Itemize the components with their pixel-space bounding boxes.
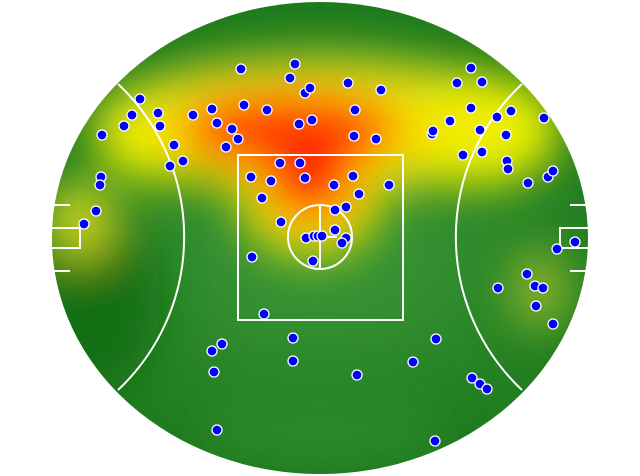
point	[152, 107, 164, 119]
point	[457, 149, 469, 161]
point	[476, 76, 488, 88]
point	[238, 99, 250, 111]
point	[537, 282, 549, 294]
point	[349, 104, 361, 116]
point	[154, 120, 166, 132]
point	[429, 435, 441, 447]
point	[348, 130, 360, 142]
point	[427, 125, 439, 137]
point	[96, 129, 108, 141]
point	[306, 114, 318, 126]
point	[256, 192, 268, 204]
point	[258, 308, 270, 320]
point	[177, 155, 189, 167]
point	[329, 224, 341, 236]
points	[78, 58, 581, 447]
point	[126, 109, 138, 121]
point	[466, 372, 478, 384]
point	[383, 179, 395, 191]
point	[476, 146, 488, 158]
point	[569, 236, 581, 248]
point	[522, 177, 534, 189]
point	[551, 243, 563, 255]
point	[481, 383, 493, 395]
point	[502, 163, 514, 175]
point	[375, 84, 387, 96]
point	[206, 103, 218, 115]
point	[206, 345, 218, 357]
point	[547, 165, 559, 177]
point	[304, 82, 316, 94]
point	[474, 124, 486, 136]
point	[521, 268, 533, 280]
point	[287, 355, 299, 367]
point	[538, 112, 550, 124]
point	[328, 179, 340, 191]
point	[134, 93, 146, 105]
point	[289, 58, 301, 70]
point	[216, 338, 228, 350]
point	[245, 171, 257, 183]
point	[211, 424, 223, 436]
point	[316, 230, 328, 242]
point	[451, 77, 463, 89]
point	[90, 205, 102, 217]
point	[505, 105, 517, 117]
point	[353, 188, 365, 200]
point	[342, 77, 354, 89]
point	[275, 216, 287, 228]
point	[94, 179, 106, 191]
point	[340, 201, 352, 213]
point	[274, 157, 286, 169]
point	[491, 111, 503, 123]
point	[500, 129, 512, 141]
point	[430, 333, 442, 345]
point	[329, 204, 341, 216]
point	[211, 117, 223, 129]
point	[492, 282, 504, 294]
point	[118, 120, 130, 132]
point	[299, 172, 311, 184]
point	[293, 118, 305, 130]
point	[208, 366, 220, 378]
point	[547, 318, 559, 330]
point	[261, 104, 273, 116]
point	[287, 332, 299, 344]
point	[351, 369, 363, 381]
point	[444, 115, 456, 127]
point	[235, 63, 247, 75]
point	[164, 160, 176, 172]
point	[220, 141, 232, 153]
point	[226, 123, 238, 135]
point	[465, 62, 477, 74]
point	[78, 218, 90, 230]
point	[307, 255, 319, 267]
point	[336, 237, 348, 249]
point	[294, 157, 306, 169]
point	[407, 356, 419, 368]
point	[246, 251, 258, 263]
point	[465, 102, 477, 114]
point	[187, 109, 199, 121]
point	[265, 175, 277, 187]
point	[232, 133, 244, 145]
point	[530, 300, 542, 312]
point	[284, 72, 296, 84]
point	[168, 139, 180, 151]
point	[347, 170, 359, 182]
point	[370, 133, 382, 145]
